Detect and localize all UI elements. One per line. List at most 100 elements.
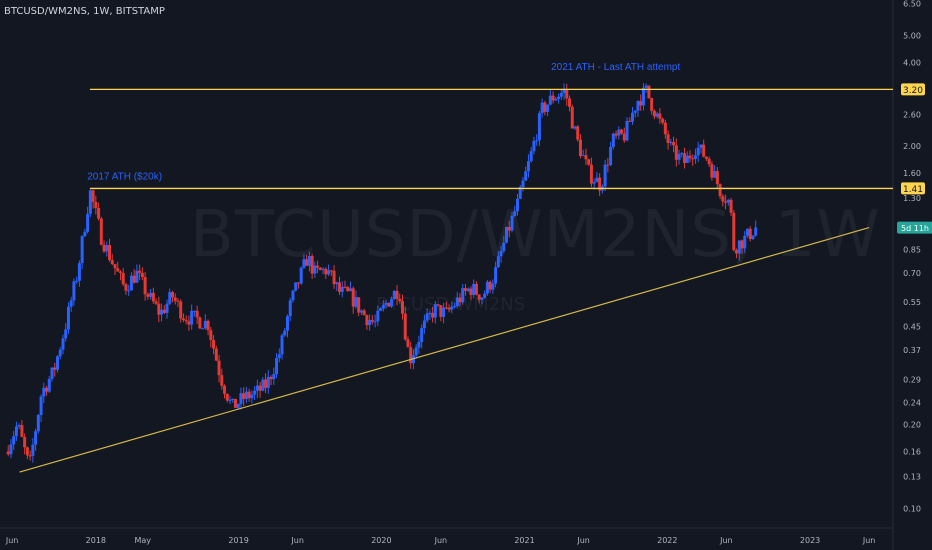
candle (499, 251, 503, 257)
y-tick-label: 0.16 (903, 448, 921, 457)
candle (135, 270, 139, 283)
chart-annotation: 2017 ATH ($20k) (87, 171, 162, 182)
candle (425, 313, 429, 321)
y-tick-label: 0.37 (903, 346, 921, 355)
candle (275, 358, 279, 375)
price-level-label: 1.41 (903, 185, 923, 195)
candle (242, 393, 246, 399)
candle (280, 335, 284, 355)
x-tick-label: Jun (862, 536, 876, 545)
candle (611, 133, 615, 147)
candle (576, 126, 580, 140)
candle (110, 260, 114, 265)
candle (34, 431, 38, 445)
candle (105, 245, 109, 252)
candle (55, 356, 59, 370)
candle (729, 199, 733, 213)
candle (127, 290, 131, 292)
candle (368, 320, 372, 326)
candle (431, 312, 435, 318)
candle (214, 348, 218, 361)
x-tick-label: Jun (434, 536, 448, 545)
support-trendline (19, 226, 870, 473)
candle (540, 102, 544, 114)
candle (316, 265, 320, 268)
candle (302, 259, 306, 268)
candle (655, 113, 659, 117)
candle (565, 89, 569, 99)
candle (176, 300, 180, 302)
candle (348, 288, 352, 292)
candle (737, 240, 741, 254)
candle (461, 288, 465, 303)
candle (47, 378, 51, 392)
candle (23, 436, 27, 448)
candle (568, 98, 572, 107)
candle (102, 244, 106, 252)
candle (606, 164, 610, 166)
price-level-label: 3.20 (903, 86, 923, 96)
candle (710, 164, 714, 178)
candle (160, 309, 164, 315)
candle (283, 330, 287, 336)
candle (570, 106, 574, 129)
candle (485, 281, 489, 294)
candle (398, 298, 402, 302)
candle (663, 122, 667, 135)
candle (491, 283, 495, 290)
candle (149, 292, 153, 297)
candle (94, 201, 98, 209)
candle (187, 321, 191, 325)
candle (557, 96, 561, 99)
candle (362, 310, 366, 316)
candle (233, 398, 237, 408)
candle (521, 180, 525, 188)
candle (264, 379, 268, 388)
candle (510, 215, 514, 231)
candle (502, 242, 506, 252)
candle (633, 110, 637, 113)
candle (658, 113, 662, 119)
candle (157, 303, 161, 315)
symbol-watermark-small: BTCUSD/WM2NS (376, 294, 526, 315)
candle (132, 275, 136, 283)
candle (433, 304, 437, 318)
candle (674, 145, 678, 160)
candle (685, 155, 689, 163)
candle (381, 304, 385, 309)
candle (507, 226, 511, 231)
candle (190, 310, 194, 325)
candle (688, 155, 692, 159)
candle (447, 307, 451, 310)
candle (721, 196, 725, 202)
candle (455, 297, 459, 307)
candle (480, 297, 484, 300)
candle (31, 444, 35, 456)
candle (146, 294, 150, 297)
y-tick-label: 2.00 (903, 142, 921, 151)
candle (436, 304, 440, 306)
candle (138, 270, 142, 273)
candle (669, 141, 673, 144)
last-price-tag-label: 5d 11h (901, 224, 929, 233)
candle (376, 310, 380, 322)
candle (220, 375, 224, 386)
candle (458, 297, 462, 303)
x-tick-label: 2021 (514, 536, 534, 545)
candle (9, 444, 13, 455)
candle (628, 120, 632, 122)
candle (228, 399, 232, 401)
candle (39, 396, 43, 416)
candle (581, 155, 585, 157)
candle (677, 153, 681, 160)
candle (324, 268, 328, 275)
candle (14, 426, 18, 437)
candle (299, 267, 303, 284)
candle (244, 391, 248, 399)
candle (589, 164, 593, 184)
candle (184, 320, 188, 322)
candle (384, 302, 388, 305)
candle (225, 393, 229, 401)
x-tick-label: 2019 (228, 536, 248, 545)
